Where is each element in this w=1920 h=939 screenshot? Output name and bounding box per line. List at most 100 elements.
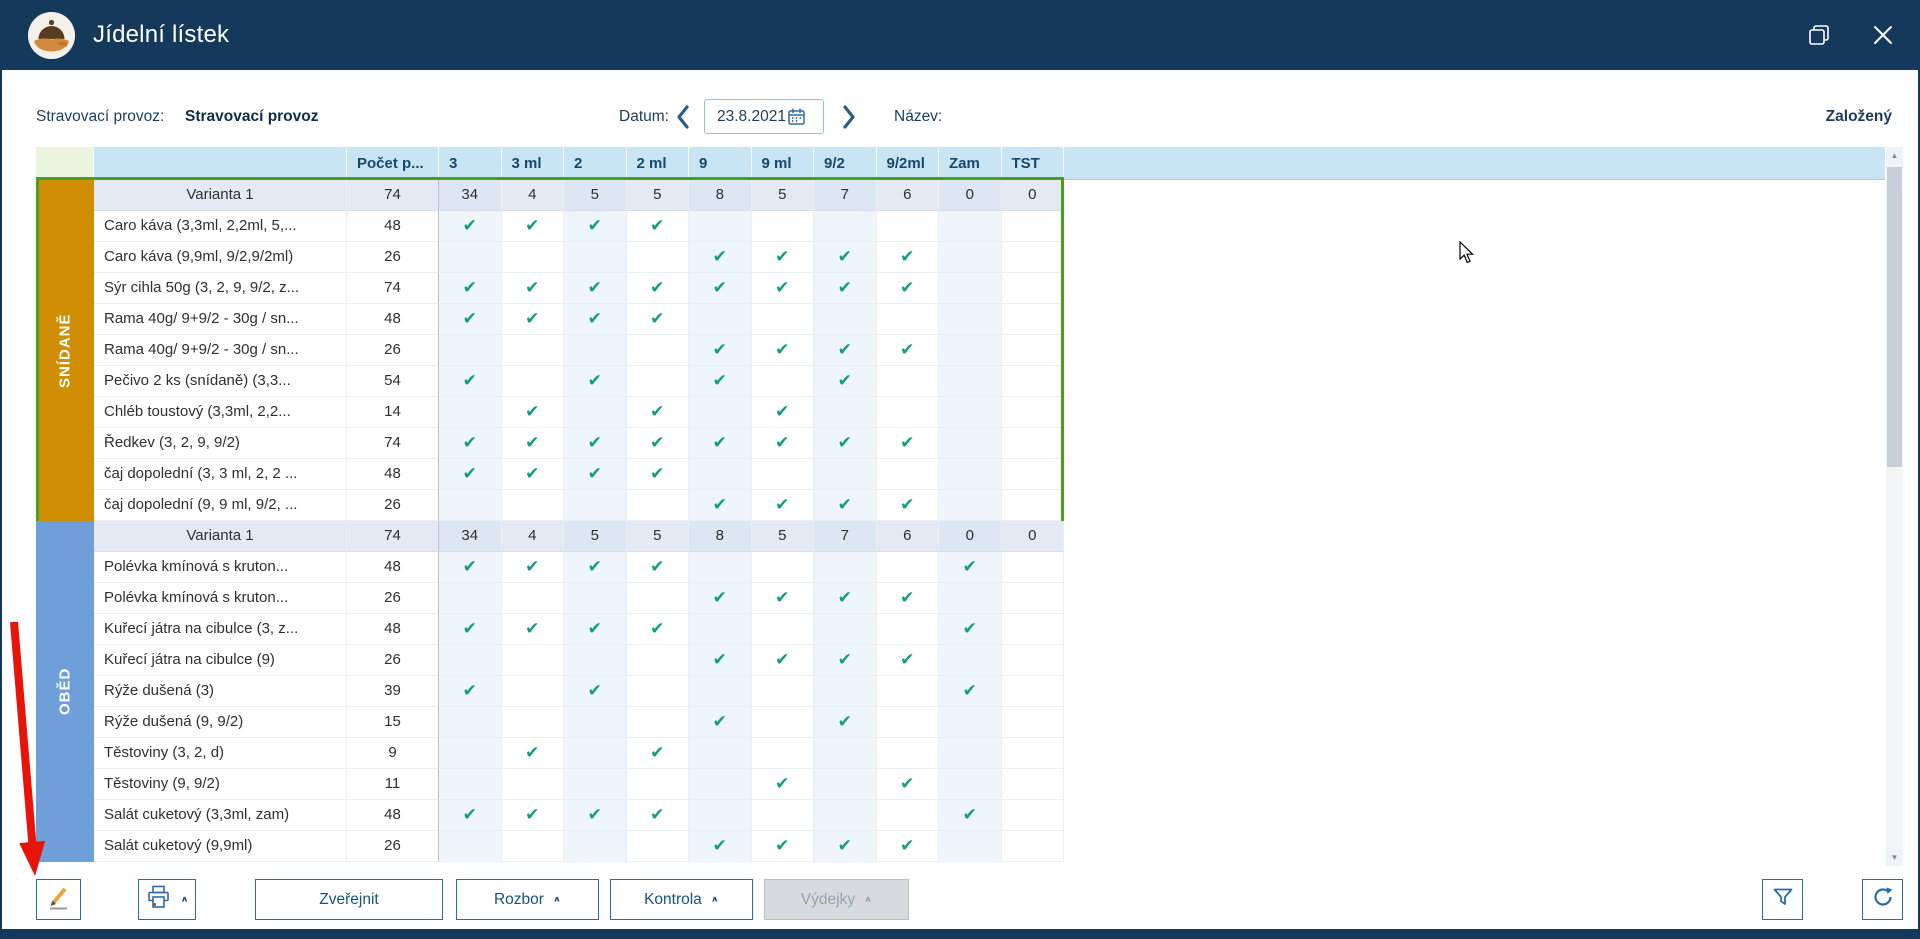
check-cell[interactable]	[814, 676, 877, 707]
check-cell[interactable]: 5	[564, 521, 627, 552]
chevron-right-icon[interactable]	[836, 100, 862, 134]
check-cell[interactable]: 0	[939, 521, 1002, 552]
check-cell[interactable]: 6	[876, 180, 939, 211]
check-cell[interactable]: ✔	[939, 676, 1002, 707]
check-cell[interactable]	[439, 645, 502, 676]
table-row[interactable]: Polévka kmínová s kruton... 26 ✔ ✔ ✔ ✔	[94, 583, 1064, 614]
check-cell[interactable]: 4	[501, 180, 564, 211]
check-cell[interactable]: ✔	[689, 273, 752, 304]
check-cell[interactable]: ✔	[501, 304, 564, 335]
table-row[interactable]: Těstoviny (9, 9/2) 11 ✔ ✔	[94, 769, 1064, 800]
check-cell[interactable]	[814, 304, 877, 335]
check-cell[interactable]	[814, 800, 877, 831]
check-cell[interactable]	[689, 738, 752, 769]
check-cell[interactable]	[876, 459, 939, 490]
table-row[interactable]: Polévka kmínová s kruton... 48 ✔ ✔ ✔ ✔ ✔	[94, 552, 1064, 583]
check-cell[interactable]	[1001, 304, 1064, 335]
check-cell[interactable]: 4	[501, 521, 564, 552]
check-cell[interactable]: ✔	[689, 490, 752, 521]
check-cell[interactable]	[814, 738, 877, 769]
check-cell[interactable]	[439, 738, 502, 769]
check-cell[interactable]	[501, 831, 564, 862]
check-cell[interactable]: ✔	[689, 831, 752, 862]
check-cell[interactable]	[876, 366, 939, 397]
check-cell[interactable]	[501, 490, 564, 521]
check-cell[interactable]: ✔	[939, 614, 1002, 645]
date-field[interactable]	[704, 99, 824, 134]
check-cell[interactable]: 5	[564, 180, 627, 211]
check-cell[interactable]: ✔	[626, 738, 689, 769]
check-cell[interactable]	[626, 335, 689, 366]
print-button[interactable]: ∧	[138, 879, 196, 920]
check-cell[interactable]: ✔	[751, 397, 814, 428]
check-cell[interactable]	[1001, 707, 1064, 738]
check-cell[interactable]: 6	[876, 521, 939, 552]
check-cell[interactable]	[1001, 738, 1064, 769]
check-cell[interactable]	[939, 428, 1002, 459]
check-cell[interactable]: ✔	[876, 335, 939, 366]
check-cell[interactable]	[564, 831, 627, 862]
check-cell[interactable]	[1001, 397, 1064, 428]
check-cell[interactable]: ✔	[439, 211, 502, 242]
check-cell[interactable]	[814, 614, 877, 645]
vertical-scrollbar[interactable]: ▲ ▼	[1886, 147, 1903, 866]
check-cell[interactable]	[1001, 211, 1064, 242]
check-cell[interactable]	[689, 552, 752, 583]
check-cell[interactable]	[1001, 831, 1064, 862]
check-cell[interactable]: ✔	[876, 428, 939, 459]
check-cell[interactable]	[1001, 645, 1064, 676]
table-row[interactable]: Caro káva (3,3ml, 2,2ml, 5,... 48 ✔ ✔ ✔ ✔	[94, 211, 1064, 242]
check-cell[interactable]	[1001, 366, 1064, 397]
date-input[interactable]	[705, 107, 787, 126]
check-cell[interactable]	[626, 366, 689, 397]
check-cell[interactable]	[626, 831, 689, 862]
check-cell[interactable]	[564, 397, 627, 428]
check-cell[interactable]: ✔	[564, 211, 627, 242]
check-cell[interactable]	[626, 769, 689, 800]
check-cell[interactable]	[689, 614, 752, 645]
check-cell[interactable]: ✔	[439, 459, 502, 490]
check-cell[interactable]	[751, 614, 814, 645]
check-cell[interactable]: ✔	[439, 614, 502, 645]
check-cell[interactable]	[1001, 676, 1064, 707]
check-cell[interactable]	[939, 645, 1002, 676]
check-cell[interactable]: ✔	[751, 242, 814, 273]
analysis-button[interactable]: Rozbor ∧	[456, 879, 599, 920]
check-cell[interactable]: ✔	[564, 273, 627, 304]
table-row[interactable]: Rama 40g/ 9+9/2 - 30g / sn... 48 ✔ ✔ ✔ ✔	[94, 304, 1064, 335]
check-cell[interactable]: 34	[439, 521, 502, 552]
check-cell[interactable]: ✔	[814, 490, 877, 521]
check-cell[interactable]	[689, 211, 752, 242]
check-cell[interactable]: ✔	[689, 366, 752, 397]
check-cell[interactable]	[1001, 242, 1064, 273]
check-cell[interactable]: 8	[689, 180, 752, 211]
check-cell[interactable]	[939, 397, 1002, 428]
check-cell[interactable]: ✔	[814, 645, 877, 676]
check-cell[interactable]	[689, 397, 752, 428]
check-cell[interactable]	[501, 645, 564, 676]
check-cell[interactable]: ✔	[876, 645, 939, 676]
check-cell[interactable]	[814, 459, 877, 490]
check-cell[interactable]: ✔	[689, 707, 752, 738]
check-cell[interactable]	[626, 490, 689, 521]
check-cell[interactable]	[1001, 273, 1064, 304]
check-cell[interactable]: 0	[1001, 180, 1064, 211]
check-cell[interactable]: ✔	[501, 428, 564, 459]
check-cell[interactable]	[751, 552, 814, 583]
check-cell[interactable]	[1001, 428, 1064, 459]
filter-button[interactable]	[1762, 879, 1803, 920]
check-cell[interactable]	[939, 583, 1002, 614]
check-cell[interactable]	[626, 707, 689, 738]
check-cell[interactable]: ✔	[501, 738, 564, 769]
table-row[interactable]: Ředkev (3, 2, 9, 9/2) 74 ✔ ✔ ✔ ✔ ✔ ✔ ✔ ✔	[94, 428, 1064, 459]
check-cell[interactable]: ✔	[501, 211, 564, 242]
table-row[interactable]: Caro káva (9,9ml, 9/2,9/2ml) 26 ✔ ✔ ✔ ✔	[94, 242, 1064, 273]
table-row[interactable]: Sýr cihla 50g (3, 2, 9, 9/2, z... 74 ✔ ✔ ✔ ✔ ✔…	[94, 273, 1064, 304]
check-cell[interactable]: ✔	[626, 459, 689, 490]
check-cell[interactable]: ✔	[751, 428, 814, 459]
check-cell[interactable]	[1001, 335, 1064, 366]
check-cell[interactable]: ✔	[439, 304, 502, 335]
check-cell[interactable]: ✔	[689, 242, 752, 273]
check-cell[interactable]	[689, 304, 752, 335]
table-row[interactable]: Chléb toustový (3,3ml, 2,2... 14 ✔ ✔ ✔	[94, 397, 1064, 428]
